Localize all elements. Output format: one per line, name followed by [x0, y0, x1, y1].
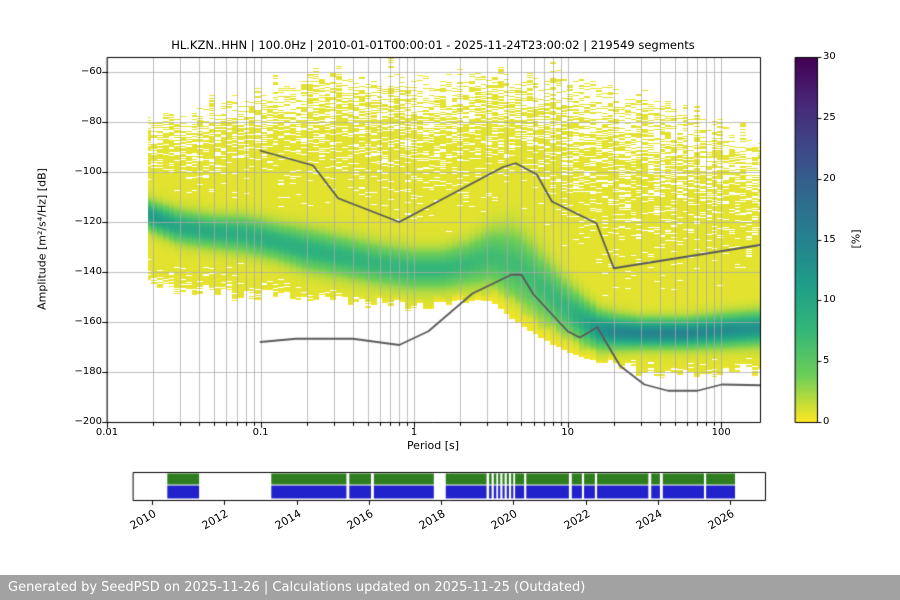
ppsd-chart-canvas — [0, 0, 900, 545]
chart-title: HL.KZN..HHN | 100.0Hz | 2010-01-01T00:00… — [171, 38, 695, 52]
footer-text: Generated by SeedPSD on 2025-11-26 | Cal… — [8, 580, 586, 595]
y-axis-label: Amplitude [m²/s⁴/Hz] [dB] — [35, 168, 49, 310]
footer-bar: Generated by SeedPSD on 2025-11-26 | Cal… — [0, 575, 900, 600]
x-axis-label: Period [s] — [406, 439, 460, 452]
colorbar-label: [%] — [849, 229, 863, 249]
